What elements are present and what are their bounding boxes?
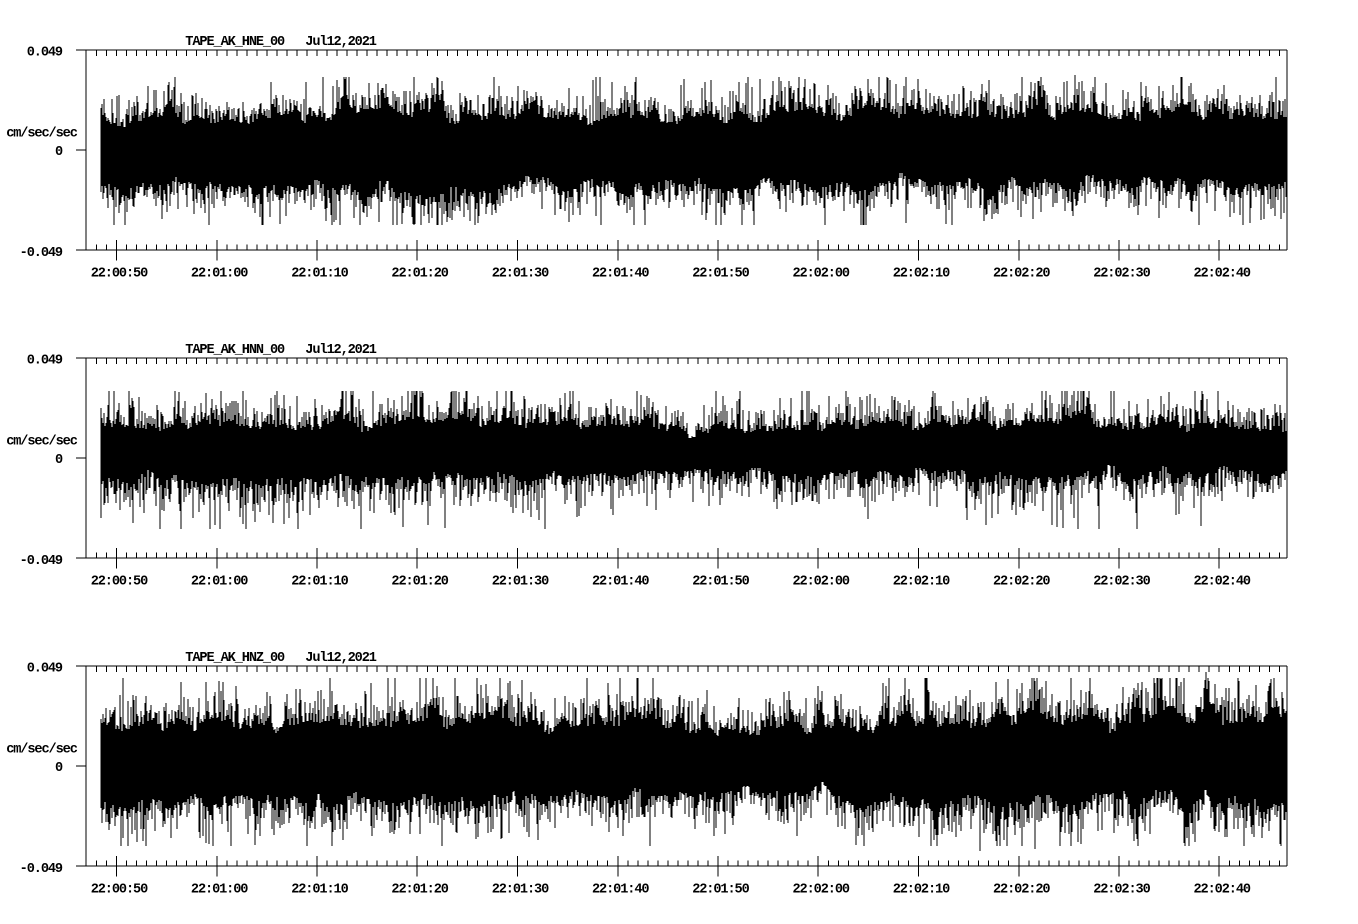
svg-text:0: 0 bbox=[55, 453, 63, 468]
svg-text:22:01:20: 22:01:20 bbox=[391, 882, 448, 897]
svg-text:22:01:30: 22:01:30 bbox=[492, 574, 549, 589]
svg-text:22:02:40: 22:02:40 bbox=[1194, 574, 1251, 589]
svg-text:22:01:00: 22:01:00 bbox=[191, 882, 248, 897]
svg-text:22:01:30: 22:01:30 bbox=[492, 266, 549, 281]
svg-text:TAPE_AK_HNE_00 Jul12,2021: TAPE_AK_HNE_00 Jul12,2021 bbox=[185, 35, 376, 50]
svg-text:22:02:00: 22:02:00 bbox=[793, 266, 850, 281]
svg-text:22:01:10: 22:01:10 bbox=[291, 574, 348, 589]
svg-text:cm/sec/sec: cm/sec/sec bbox=[6, 435, 78, 450]
svg-text:22:02:10: 22:02:10 bbox=[893, 882, 950, 897]
svg-text:22:00:50: 22:00:50 bbox=[91, 266, 148, 281]
svg-text:22:00:50: 22:00:50 bbox=[91, 574, 148, 589]
svg-text:0.049: 0.049 bbox=[27, 45, 63, 60]
svg-text:22:01:40: 22:01:40 bbox=[592, 574, 649, 589]
svg-text:22:01:50: 22:01:50 bbox=[692, 574, 749, 589]
svg-text:-0.049: -0.049 bbox=[20, 246, 63, 261]
svg-text:22:02:30: 22:02:30 bbox=[1093, 266, 1150, 281]
svg-text:22:01:40: 22:01:40 bbox=[592, 882, 649, 897]
svg-text:cm/sec/sec: cm/sec/sec bbox=[6, 743, 78, 758]
svg-text:22:02:20: 22:02:20 bbox=[993, 266, 1050, 281]
svg-text:22:01:20: 22:01:20 bbox=[391, 266, 448, 281]
svg-text:TAPE_AK_HNN_00 Jul12,2021: TAPE_AK_HNN_00 Jul12,2021 bbox=[185, 343, 376, 358]
svg-text:0.049: 0.049 bbox=[27, 353, 63, 368]
svg-text:22:02:30: 22:02:30 bbox=[1093, 882, 1150, 897]
svg-text:0: 0 bbox=[55, 761, 63, 776]
svg-text:22:02:30: 22:02:30 bbox=[1093, 574, 1150, 589]
svg-text:22:02:00: 22:02:00 bbox=[793, 574, 850, 589]
svg-text:22:01:50: 22:01:50 bbox=[692, 882, 749, 897]
svg-text:22:02:10: 22:02:10 bbox=[893, 266, 950, 281]
svg-text:-0.049: -0.049 bbox=[20, 862, 63, 877]
svg-text:22:00:50: 22:00:50 bbox=[91, 882, 148, 897]
svg-text:22:02:10: 22:02:10 bbox=[893, 574, 950, 589]
svg-text:cm/sec/sec: cm/sec/sec bbox=[6, 127, 78, 142]
svg-text:22:01:30: 22:01:30 bbox=[492, 882, 549, 897]
svg-text:22:01:10: 22:01:10 bbox=[291, 882, 348, 897]
svg-text:22:01:50: 22:01:50 bbox=[692, 266, 749, 281]
svg-text:22:01:00: 22:01:00 bbox=[191, 574, 248, 589]
svg-text:22:02:20: 22:02:20 bbox=[993, 574, 1050, 589]
svg-text:22:02:40: 22:02:40 bbox=[1194, 882, 1251, 897]
svg-text:0.049: 0.049 bbox=[27, 661, 63, 676]
svg-text:TAPE_AK_HNZ_00 Jul12,2021: TAPE_AK_HNZ_00 Jul12,2021 bbox=[185, 651, 376, 666]
svg-text:22:02:40: 22:02:40 bbox=[1194, 266, 1251, 281]
svg-text:22:02:20: 22:02:20 bbox=[993, 882, 1050, 897]
svg-text:22:01:40: 22:01:40 bbox=[592, 266, 649, 281]
svg-text:22:01:20: 22:01:20 bbox=[391, 574, 448, 589]
svg-text:0: 0 bbox=[55, 145, 63, 160]
svg-text:22:01:00: 22:01:00 bbox=[191, 266, 248, 281]
svg-text:22:01:10: 22:01:10 bbox=[291, 266, 348, 281]
svg-text:22:02:00: 22:02:00 bbox=[793, 882, 850, 897]
svg-text:-0.049: -0.049 bbox=[20, 554, 63, 569]
